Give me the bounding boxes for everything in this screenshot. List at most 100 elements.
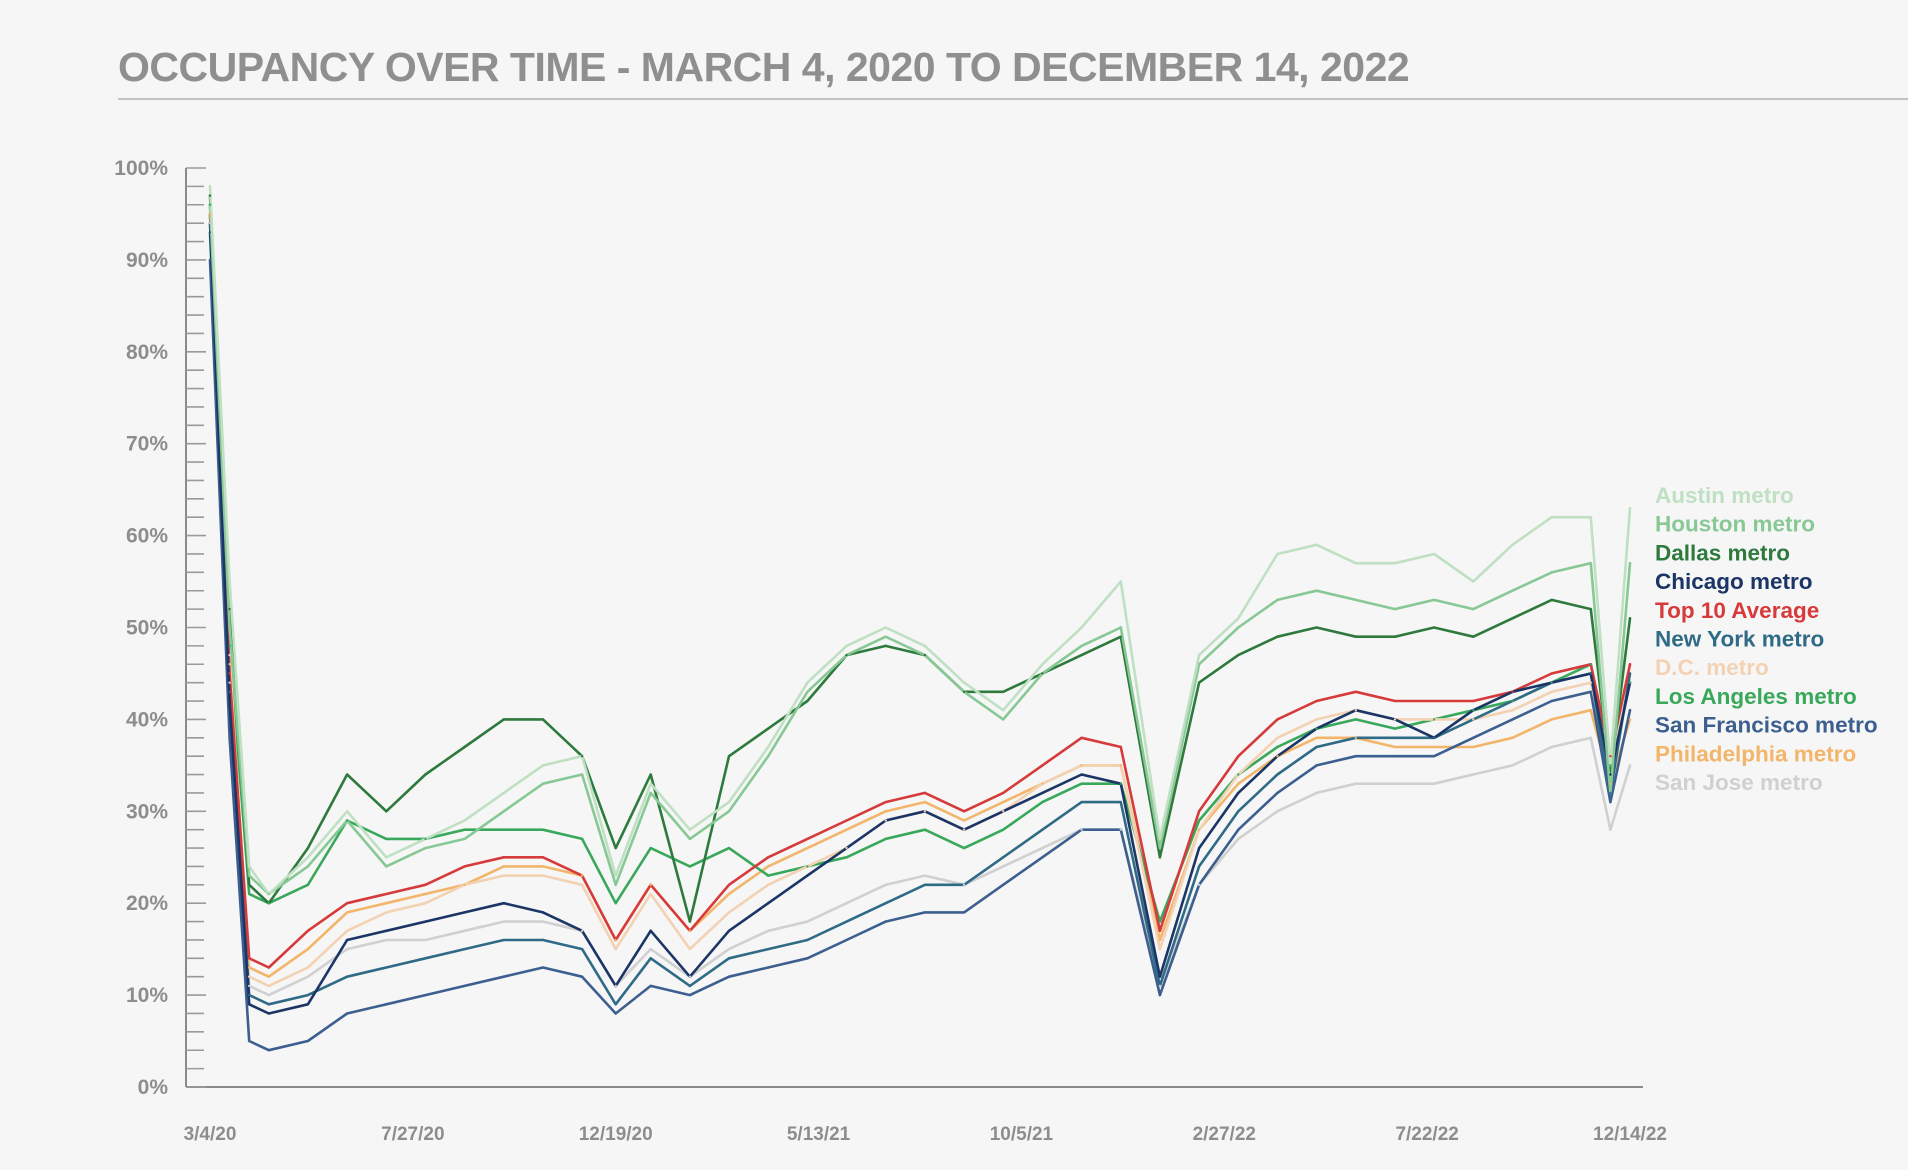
data-point xyxy=(1550,598,1553,602)
data-point xyxy=(767,727,770,730)
data-point xyxy=(614,938,617,942)
data-point xyxy=(845,644,848,648)
data-point xyxy=(1472,607,1475,611)
data-point xyxy=(1550,571,1553,574)
data-point xyxy=(1354,709,1357,712)
data-point xyxy=(502,718,505,721)
data-point xyxy=(767,883,770,887)
series-line xyxy=(208,212,1632,978)
data-point xyxy=(385,892,388,896)
data-point xyxy=(267,1003,270,1006)
data-point xyxy=(727,800,731,804)
data-point xyxy=(614,883,617,887)
data-point xyxy=(1511,764,1514,767)
data-point xyxy=(463,929,466,932)
data-point xyxy=(1276,745,1279,749)
data-point xyxy=(267,902,270,905)
data-point xyxy=(1158,975,1162,978)
data-point xyxy=(1237,791,1240,795)
data-point xyxy=(884,626,887,629)
data-point xyxy=(806,699,809,703)
y-tick-label: 70% xyxy=(126,433,168,456)
series-line xyxy=(208,258,1632,1052)
data-point xyxy=(1354,754,1357,758)
data-point xyxy=(806,865,809,868)
data-point xyxy=(1589,709,1593,712)
data-point xyxy=(962,681,966,684)
data-point xyxy=(1511,709,1514,712)
data-point xyxy=(1197,865,1201,868)
data-point xyxy=(923,911,927,914)
data-point xyxy=(1158,993,1162,997)
data-point xyxy=(1158,856,1162,859)
data-point xyxy=(345,911,349,914)
data-point xyxy=(1002,883,1005,887)
data-point xyxy=(1315,764,1318,767)
data-point xyxy=(580,929,584,932)
series-line xyxy=(208,221,1632,1015)
data-point xyxy=(228,699,231,703)
series-line xyxy=(208,194,1632,923)
data-point xyxy=(923,874,927,877)
x-tick-label: 7/27/20 xyxy=(381,1124,444,1145)
data-point xyxy=(1119,580,1122,583)
y-tick-label: 40% xyxy=(126,708,168,731)
data-point xyxy=(228,672,231,675)
data-point xyxy=(541,828,545,831)
data-point xyxy=(385,837,388,841)
data-point xyxy=(541,856,545,859)
data-point xyxy=(502,938,505,942)
data-point xyxy=(1315,718,1318,721)
data-point xyxy=(1041,663,1044,666)
data-point xyxy=(1472,580,1475,583)
legend-item: Dallas metro xyxy=(1655,540,1790,565)
data-point xyxy=(502,828,505,831)
data-point xyxy=(806,690,809,694)
data-point xyxy=(1589,516,1593,519)
data-point xyxy=(345,810,349,813)
data-point xyxy=(247,1003,251,1006)
data-point xyxy=(1628,709,1632,712)
legend-item: San Jose metro xyxy=(1655,770,1823,795)
data-point xyxy=(884,635,887,638)
data-point xyxy=(1041,764,1044,767)
data-point xyxy=(1589,690,1593,694)
data-point xyxy=(1589,672,1593,675)
data-point xyxy=(767,902,770,905)
data-point xyxy=(228,626,231,629)
data-point xyxy=(1158,837,1162,841)
data-point xyxy=(1119,635,1122,638)
data-point xyxy=(541,920,545,923)
data-point xyxy=(806,837,809,841)
y-tick-label: 20% xyxy=(126,892,168,915)
data-point xyxy=(541,966,545,969)
data-point xyxy=(247,993,251,997)
data-point xyxy=(1237,773,1240,776)
data-point xyxy=(1080,736,1083,739)
data-point xyxy=(502,975,505,978)
data-point xyxy=(1276,598,1279,602)
data-point xyxy=(1432,598,1436,602)
data-point xyxy=(1511,718,1514,721)
data-point xyxy=(1432,754,1436,758)
data-point xyxy=(923,883,927,887)
data-point xyxy=(306,865,310,868)
data-point xyxy=(649,892,652,896)
data-point xyxy=(502,791,505,795)
data-point xyxy=(247,874,251,877)
data-point xyxy=(345,947,349,951)
data-point xyxy=(541,718,545,721)
data-point xyxy=(614,947,617,951)
data-point xyxy=(649,782,652,785)
data-point xyxy=(208,194,212,197)
data-point xyxy=(923,653,927,657)
data-point xyxy=(727,975,731,978)
x-tick-label: 12/19/20 xyxy=(579,1124,653,1145)
data-point xyxy=(1276,754,1279,758)
data-point xyxy=(1002,828,1005,831)
data-point xyxy=(1472,635,1475,638)
data-point xyxy=(1393,736,1397,739)
data-point xyxy=(962,690,966,694)
data-point xyxy=(1628,663,1632,666)
data-point xyxy=(1315,727,1318,730)
